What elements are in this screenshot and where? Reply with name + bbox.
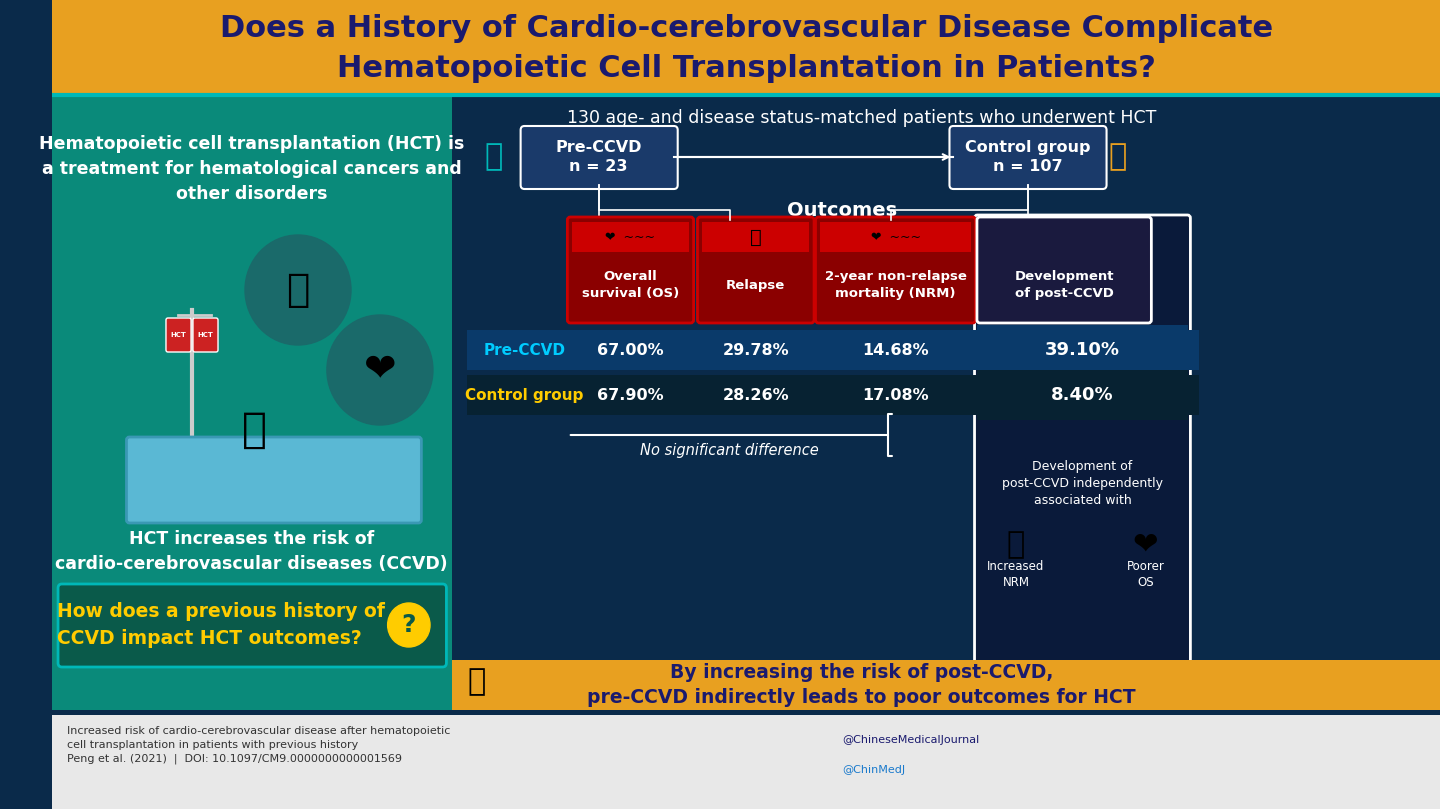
Text: 14.68%: 14.68% — [863, 342, 929, 358]
Text: 🧠: 🧠 — [467, 667, 485, 697]
Text: Pre-CCVD
n = 23: Pre-CCVD n = 23 — [556, 140, 642, 174]
Text: HCT increases the risk of
cardio-cerebrovascular diseases (CCVD): HCT increases the risk of cardio-cerebro… — [55, 530, 448, 573]
Text: Outcomes: Outcomes — [788, 201, 897, 219]
FancyBboxPatch shape — [572, 222, 688, 252]
Text: 🔄: 🔄 — [750, 227, 762, 247]
FancyBboxPatch shape — [452, 660, 1440, 710]
Text: 17.08%: 17.08% — [863, 388, 929, 403]
FancyBboxPatch shape — [452, 95, 1440, 710]
FancyBboxPatch shape — [821, 222, 971, 252]
FancyBboxPatch shape — [52, 0, 1440, 95]
FancyBboxPatch shape — [975, 215, 1191, 691]
FancyBboxPatch shape — [52, 715, 1440, 809]
Text: HCT: HCT — [197, 332, 213, 338]
Text: 67.90%: 67.90% — [598, 388, 664, 403]
Text: Increased risk of cardio-cerebrovascular disease after hematopoietic
cell transp: Increased risk of cardio-cerebrovascular… — [66, 726, 451, 765]
Text: 29.78%: 29.78% — [723, 342, 789, 358]
Text: 28.26%: 28.26% — [723, 388, 789, 403]
FancyBboxPatch shape — [567, 217, 694, 323]
Text: ❤️: ❤️ — [364, 351, 396, 389]
Text: By increasing the risk of post-CCVD,
pre-CCVD indirectly leads to poor outcomes : By increasing the risk of post-CCVD, pre… — [588, 663, 1136, 707]
FancyBboxPatch shape — [467, 330, 1200, 370]
Text: Control group: Control group — [465, 388, 583, 403]
Circle shape — [327, 315, 433, 425]
Text: No significant difference: No significant difference — [641, 443, 819, 458]
FancyBboxPatch shape — [467, 375, 1200, 415]
Text: Hematopoietic Cell Transplantation in Patients?: Hematopoietic Cell Transplantation in Pa… — [337, 53, 1155, 83]
Text: 130 age- and disease status-matched patients who underwent HCT: 130 age- and disease status-matched pati… — [567, 109, 1156, 127]
Circle shape — [245, 235, 351, 345]
FancyBboxPatch shape — [127, 437, 422, 523]
Text: ❤️: ❤️ — [1133, 531, 1159, 560]
Text: Development of
post-CCVD independently
associated with: Development of post-CCVD independently a… — [1002, 460, 1164, 507]
Circle shape — [387, 603, 431, 647]
FancyBboxPatch shape — [978, 370, 1188, 420]
FancyBboxPatch shape — [978, 325, 1188, 375]
FancyBboxPatch shape — [697, 217, 814, 323]
Text: Poorer
OS: Poorer OS — [1128, 561, 1165, 590]
Text: ❤️  ~~~: ❤️ ~~~ — [871, 231, 920, 244]
Text: ?: ? — [402, 613, 416, 637]
Text: How does a previous history of
CCVD impact HCT outcomes?: How does a previous history of CCVD impa… — [58, 602, 384, 648]
FancyBboxPatch shape — [166, 318, 192, 352]
Text: Hematopoietic cell transplantation (HCT) is
a treatment for hematological cancer: Hematopoietic cell transplantation (HCT)… — [39, 135, 465, 203]
FancyBboxPatch shape — [703, 222, 809, 252]
Text: 👥: 👥 — [1107, 142, 1126, 172]
Text: Relapse: Relapse — [726, 278, 785, 291]
Text: Development
of post-CCVD: Development of post-CCVD — [1014, 270, 1115, 300]
FancyBboxPatch shape — [452, 660, 693, 710]
Text: 👤: 👤 — [484, 142, 503, 172]
Text: 📋: 📋 — [1007, 531, 1025, 560]
Text: HCT: HCT — [170, 332, 186, 338]
Text: Does a History of Cardio-cerebrovascular Disease Complicate: Does a History of Cardio-cerebrovascular… — [219, 14, 1273, 43]
FancyBboxPatch shape — [52, 95, 452, 710]
FancyBboxPatch shape — [976, 217, 1152, 323]
Text: 67.00%: 67.00% — [598, 342, 664, 358]
Text: Increased
NRM: Increased NRM — [988, 561, 1044, 590]
FancyBboxPatch shape — [815, 217, 975, 323]
Text: Overall
survival (OS): Overall survival (OS) — [582, 270, 680, 300]
FancyBboxPatch shape — [521, 126, 678, 189]
Text: 8.40%: 8.40% — [1051, 386, 1113, 404]
Text: 🧑: 🧑 — [242, 409, 268, 451]
FancyBboxPatch shape — [193, 318, 217, 352]
FancyBboxPatch shape — [949, 126, 1106, 189]
FancyBboxPatch shape — [58, 584, 446, 667]
Text: @ChineseMedicalJournal: @ChineseMedicalJournal — [842, 735, 979, 745]
Text: 39.10%: 39.10% — [1045, 341, 1120, 359]
Text: Control group
n = 107: Control group n = 107 — [965, 140, 1090, 174]
Text: @ChinMedJ: @ChinMedJ — [842, 765, 906, 775]
Text: 2-year non-relapse
mortality (NRM): 2-year non-relapse mortality (NRM) — [825, 270, 966, 300]
Text: 🧠: 🧠 — [287, 271, 310, 309]
Text: ❤️  ~~~: ❤️ ~~~ — [605, 231, 655, 244]
Text: Pre-CCVD: Pre-CCVD — [484, 342, 566, 358]
